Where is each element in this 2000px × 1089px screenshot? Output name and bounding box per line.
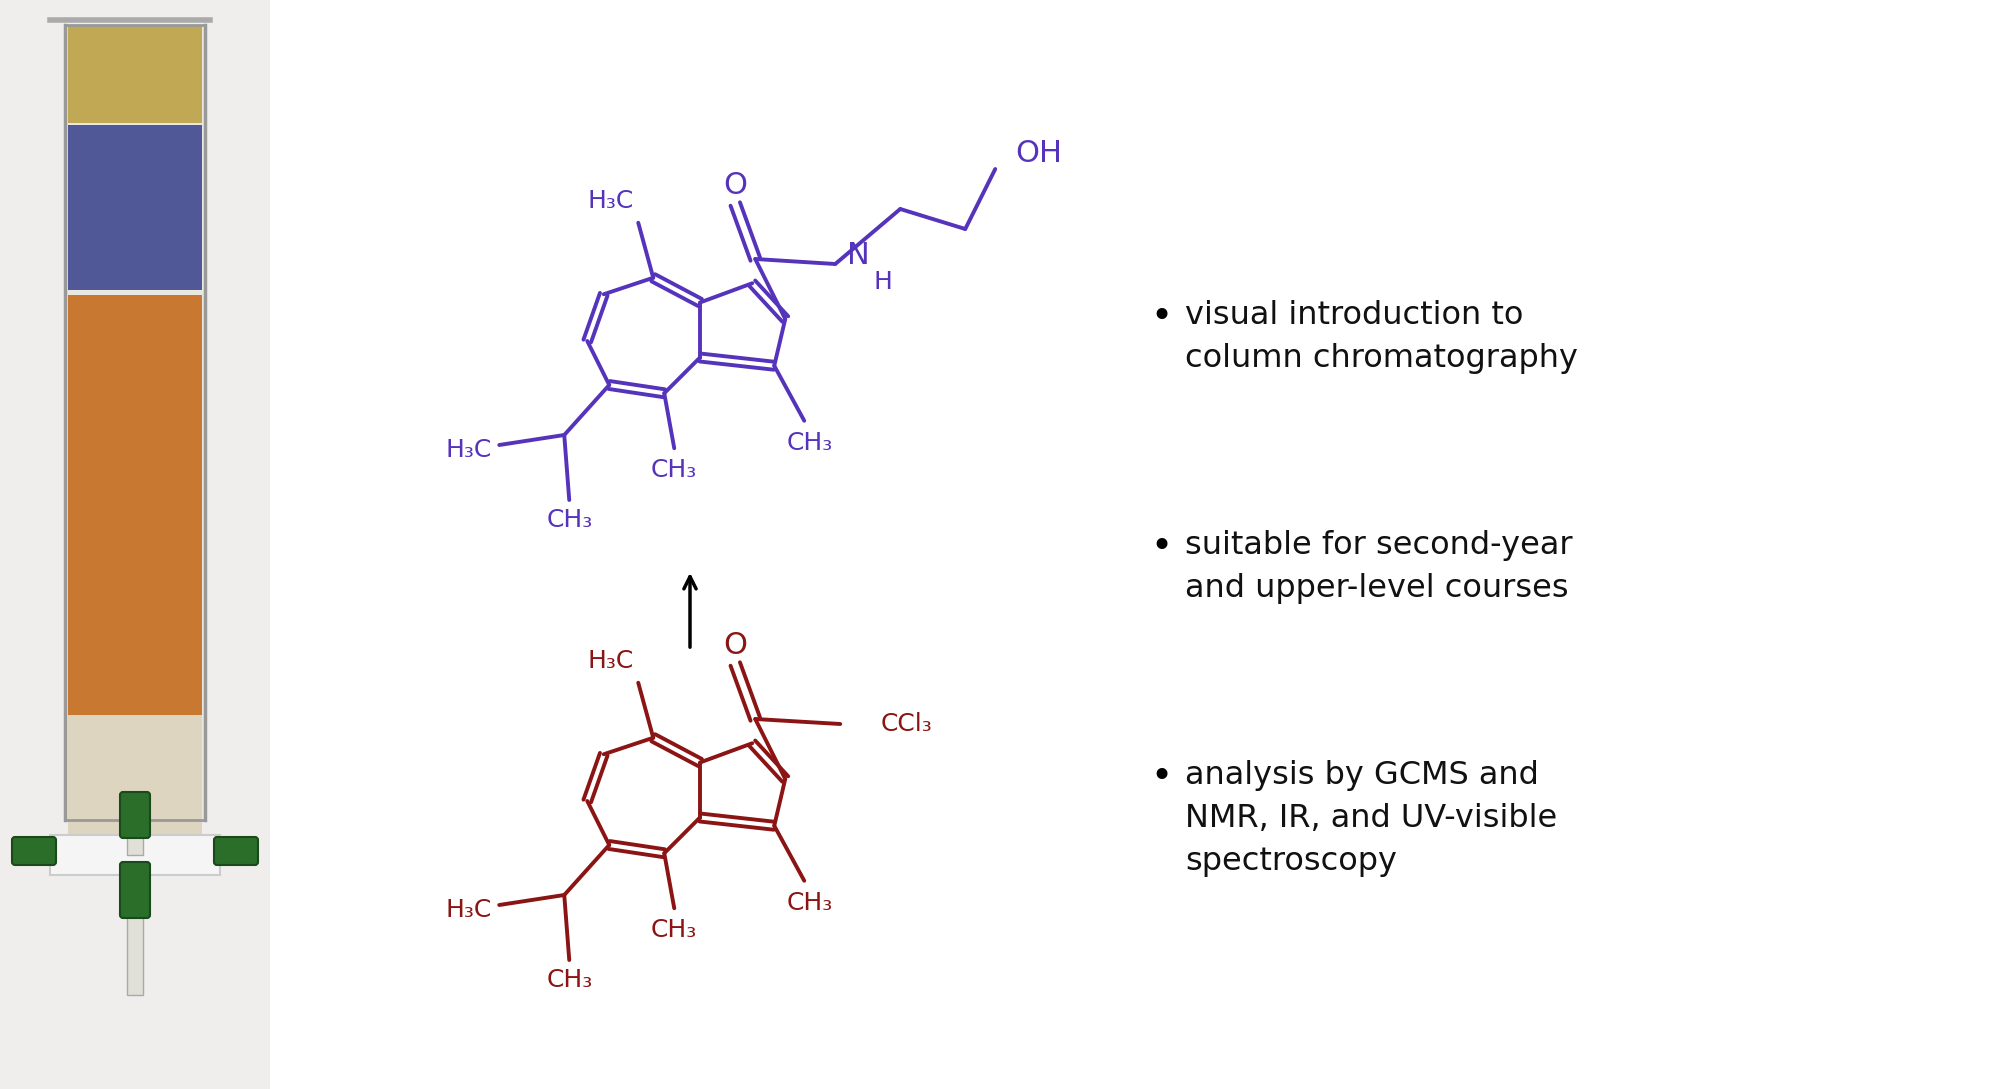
FancyBboxPatch shape	[12, 837, 56, 865]
Text: O: O	[724, 171, 748, 200]
Bar	[50, 835, 220, 874]
Text: H₃C: H₃C	[444, 898, 492, 922]
Bar	[68, 25, 202, 123]
Bar	[128, 915, 144, 995]
Text: visual introduction to
column chromatography: visual introduction to column chromatogr…	[1184, 299, 1578, 374]
Text: CH₃: CH₃	[786, 431, 832, 455]
FancyBboxPatch shape	[120, 792, 150, 839]
Text: CH₃: CH₃	[546, 968, 592, 992]
Text: H₃C: H₃C	[588, 188, 634, 212]
Bar	[68, 125, 202, 290]
Text: H: H	[874, 270, 892, 294]
Text: O: O	[724, 632, 748, 661]
Text: CH₃: CH₃	[786, 891, 832, 915]
FancyBboxPatch shape	[120, 862, 150, 918]
FancyBboxPatch shape	[214, 837, 258, 865]
Text: CCl₃: CCl₃	[880, 712, 932, 736]
Text: OH: OH	[1016, 139, 1062, 169]
Bar	[68, 295, 202, 715]
Text: CH₃: CH₃	[546, 507, 592, 533]
Text: analysis by GCMS and
NMR, IR, and UV-visible
spectroscopy: analysis by GCMS and NMR, IR, and UV-vis…	[1184, 760, 1558, 877]
Text: •: •	[1150, 299, 1172, 337]
Text: H₃C: H₃C	[444, 438, 492, 462]
Bar	[68, 715, 202, 845]
Bar	[64, 25, 206, 820]
Text: CH₃: CH₃	[652, 458, 698, 482]
Text: •: •	[1150, 530, 1172, 566]
Bar	[0, 0, 270, 1089]
Text: H₃C: H₃C	[588, 649, 634, 673]
Text: •: •	[1150, 760, 1172, 796]
Text: suitable for second-year
and upper-level courses: suitable for second-year and upper-level…	[1184, 530, 1572, 604]
Bar	[128, 820, 144, 855]
Text: N: N	[848, 242, 870, 270]
Text: CH₃: CH₃	[652, 918, 698, 942]
